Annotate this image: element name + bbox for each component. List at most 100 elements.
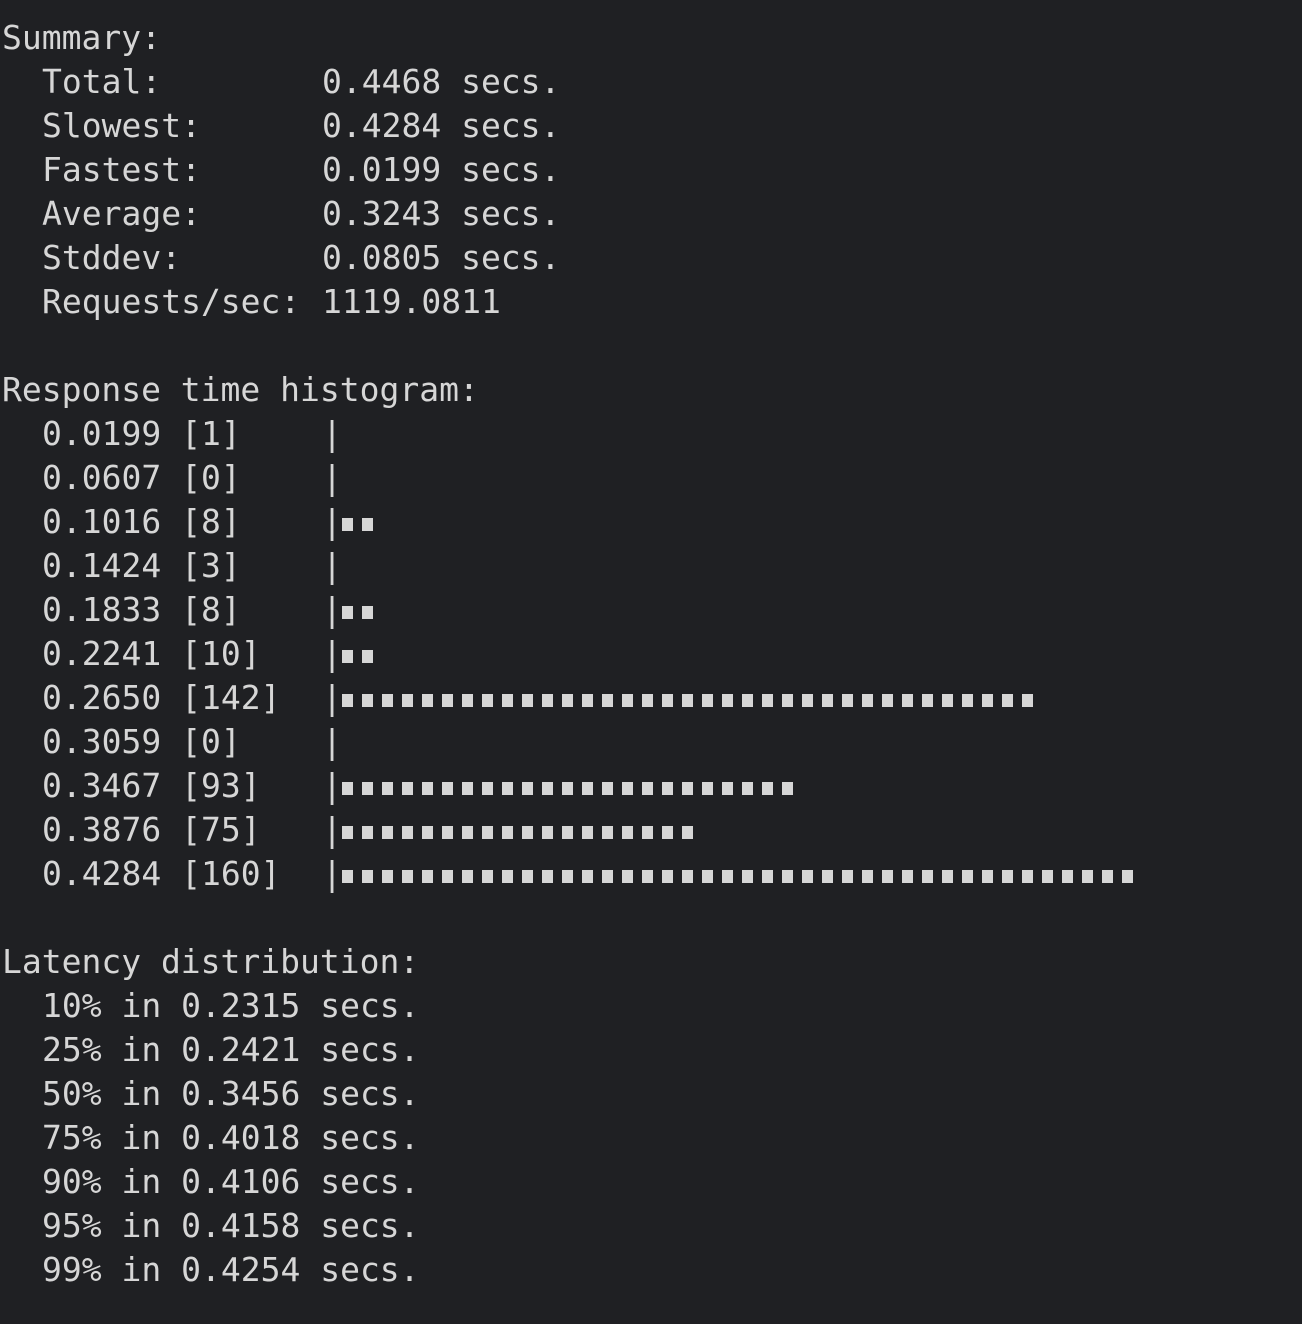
histogram-bar-block bbox=[502, 693, 513, 707]
bracket-close: ] bbox=[240, 810, 261, 849]
histogram-bar-block bbox=[722, 693, 733, 707]
latency-heading: Latency distribution: bbox=[2, 942, 420, 981]
latency-unit: secs. bbox=[320, 1118, 420, 1157]
summary-value: 0.0805 secs. bbox=[322, 238, 561, 277]
histogram-bar-block bbox=[762, 693, 773, 707]
latency-unit: secs. bbox=[320, 986, 420, 1025]
bracket-open: [ bbox=[161, 458, 201, 497]
spacer bbox=[102, 1204, 122, 1248]
histogram-bar-block bbox=[1042, 869, 1053, 883]
histogram-bar-block bbox=[622, 693, 633, 707]
latency-value: 0.4106 bbox=[181, 1162, 301, 1201]
summary-heading: Summary: bbox=[2, 18, 161, 57]
histogram-bar bbox=[342, 588, 382, 632]
latency-unit: secs. bbox=[320, 1030, 420, 1069]
histogram-axis-pipe: | bbox=[322, 678, 342, 717]
histogram-bar-block bbox=[762, 869, 773, 883]
histogram-bar-block bbox=[522, 693, 533, 707]
histogram-bar-block bbox=[382, 693, 393, 707]
histogram-bar-block bbox=[682, 693, 693, 707]
histogram-bar bbox=[342, 852, 1142, 896]
histogram-bar-block bbox=[962, 693, 973, 707]
bracket-close: ] bbox=[260, 678, 281, 717]
histogram-bar-block bbox=[742, 693, 753, 707]
latency-value: 0.2315 bbox=[181, 986, 301, 1025]
histogram-bar-block bbox=[422, 693, 433, 707]
histogram-axis-pipe: | bbox=[322, 722, 342, 761]
histogram-bar-block bbox=[822, 693, 833, 707]
histogram-bar-block bbox=[462, 869, 473, 883]
histogram-row: 0.1016 [8] | bbox=[2, 500, 1142, 544]
histogram-bar-block bbox=[662, 825, 673, 839]
histogram-count: 0 bbox=[200, 722, 221, 761]
histogram-row: 0.1424 [3] | bbox=[2, 544, 1142, 588]
histogram-bar bbox=[342, 676, 1042, 720]
histogram-bar-block bbox=[402, 693, 413, 707]
latency-value: 0.4254 bbox=[181, 1250, 301, 1289]
latency-in: in bbox=[121, 1118, 162, 1157]
spacer bbox=[161, 1028, 181, 1072]
histogram-row: 0.4284 [160] | bbox=[2, 852, 1142, 896]
histogram-bar-block bbox=[642, 781, 653, 795]
histogram-axis-pipe: | bbox=[322, 414, 342, 453]
histogram-bar-block bbox=[482, 693, 493, 707]
histogram-bar-block bbox=[1002, 869, 1013, 883]
histogram-row: 0.3467 [93] | bbox=[2, 764, 1142, 808]
histogram-bar-block bbox=[502, 825, 513, 839]
histogram-mark: 0.0607 bbox=[42, 458, 162, 497]
latency-unit: secs. bbox=[320, 1206, 420, 1245]
histogram-bar-block bbox=[582, 869, 593, 883]
histogram-bar-block bbox=[962, 869, 973, 883]
histogram-bar-block bbox=[942, 693, 953, 707]
histogram-bar-block bbox=[362, 825, 373, 839]
bracket-open: [ bbox=[161, 546, 201, 585]
bracket-open: [ bbox=[161, 678, 201, 717]
latency-value: 0.4018 bbox=[181, 1118, 301, 1157]
histogram-bar-block bbox=[582, 825, 593, 839]
spacer bbox=[300, 1160, 320, 1204]
histogram-axis-pipe: | bbox=[322, 854, 342, 893]
summary-label: Fastest: bbox=[42, 150, 201, 189]
summary-row: Fastest: 0.0199 secs. bbox=[2, 148, 1142, 192]
histogram-bar-block bbox=[462, 825, 473, 839]
histogram-bar-block bbox=[382, 825, 393, 839]
summary-value: 0.3243 secs. bbox=[322, 194, 561, 233]
latency-in: in bbox=[121, 1250, 162, 1289]
histogram-bar-block bbox=[562, 825, 573, 839]
histogram-count: 0 bbox=[200, 458, 221, 497]
summary-row: Slowest: 0.4284 secs. bbox=[2, 104, 1142, 148]
histogram-bar-block bbox=[342, 517, 353, 531]
latency-percentile: 90% bbox=[42, 1162, 102, 1201]
histogram-bar-block bbox=[342, 605, 353, 619]
latency-percentile: 50% bbox=[42, 1074, 102, 1113]
histogram-bar-block bbox=[682, 825, 693, 839]
histogram-bar-block bbox=[842, 693, 853, 707]
histogram-bar-block bbox=[522, 869, 533, 883]
bracket-open: [ bbox=[161, 634, 201, 673]
histogram-bar-block bbox=[342, 869, 353, 883]
latency-row: 50% in 0.3456 secs. bbox=[2, 1072, 1142, 1116]
histogram-bar-block bbox=[802, 693, 813, 707]
bracket-close: ] bbox=[220, 458, 241, 497]
histogram-bar-block bbox=[342, 825, 353, 839]
histogram-bar-block bbox=[782, 693, 793, 707]
histogram-mark: 0.3876 bbox=[42, 810, 162, 849]
histogram-bar-block bbox=[562, 869, 573, 883]
histogram-mark: 0.1424 bbox=[42, 546, 162, 585]
histogram-bar-block bbox=[522, 825, 533, 839]
histogram-axis-pipe: | bbox=[322, 590, 342, 629]
histogram-bar-block bbox=[762, 781, 773, 795]
spacer bbox=[161, 1160, 181, 1204]
histogram-bar-block bbox=[402, 825, 413, 839]
histogram-bar-block bbox=[682, 869, 693, 883]
histogram-bar-block bbox=[982, 693, 993, 707]
histogram-count: 93 bbox=[200, 766, 241, 805]
histogram-section: 0.0199 [1] | 0.0607 [0] | 0.1016 [8] | 0.1424 … bbox=[2, 412, 1142, 896]
histogram-bar-block bbox=[482, 869, 493, 883]
histogram-bar-block bbox=[922, 869, 933, 883]
histogram-mark: 0.2650 bbox=[42, 678, 162, 717]
latency-in: in bbox=[121, 1162, 162, 1201]
bracket-open: [ bbox=[161, 414, 201, 453]
histogram-bar-block bbox=[442, 869, 453, 883]
histogram-bar-block bbox=[542, 781, 553, 795]
